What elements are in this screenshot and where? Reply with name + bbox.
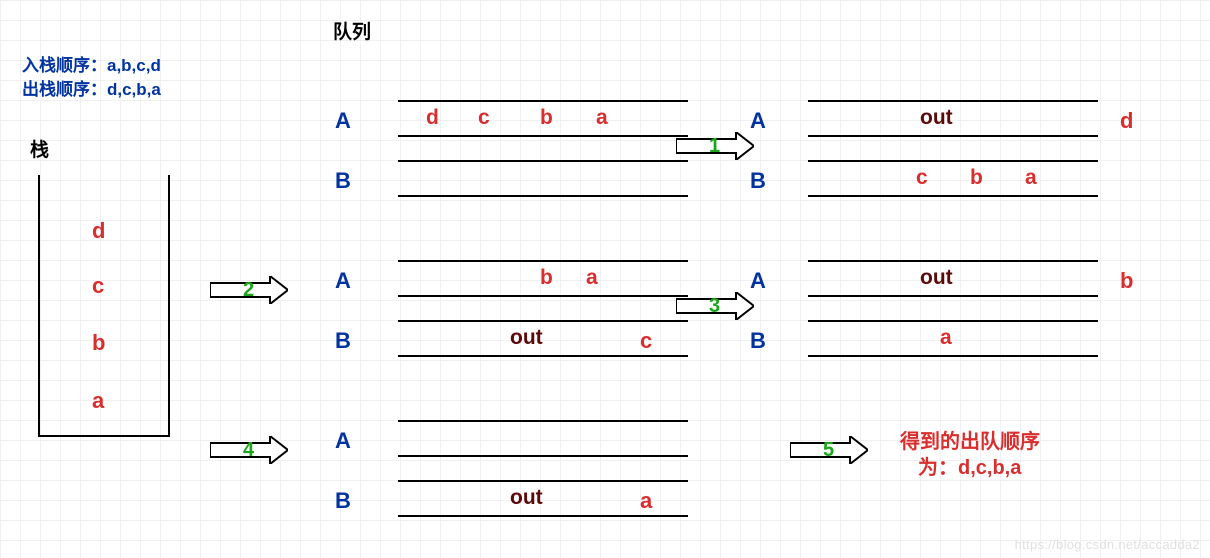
q1-B-top	[398, 160, 688, 162]
q3-A-bot	[398, 295, 688, 297]
q1-label-B: B	[335, 168, 351, 194]
q2-A-top	[808, 100, 1098, 102]
q3-label-A: A	[335, 268, 351, 294]
q3-A-cell-0: b	[540, 265, 553, 290]
title-queue: 队列	[333, 22, 371, 45]
stack-right	[168, 175, 170, 435]
q4-out: b	[1120, 268, 1133, 294]
stack-item-b: b	[92, 330, 105, 356]
stack-item-c: c	[92, 273, 104, 299]
q5-A-bot	[398, 455, 688, 457]
q3-B-cell-0: out	[510, 325, 543, 350]
q3-B-top	[398, 320, 688, 322]
q3-A-top	[398, 260, 688, 262]
watermark: https://blog.csdn.net/accadda2	[1015, 537, 1200, 552]
q1-A-cell-1: c	[478, 105, 490, 130]
q4-label-B: B	[750, 328, 766, 354]
stack-item-d: d	[92, 218, 105, 244]
q3-label-B: B	[335, 328, 351, 354]
q4-A-cell-0: out	[920, 265, 953, 290]
q4-B-top	[808, 320, 1098, 322]
q2-label-A: A	[750, 108, 766, 134]
q4-A-top	[808, 260, 1098, 262]
q3-B-bot	[398, 355, 688, 357]
q4-label-A: A	[750, 268, 766, 294]
push-order: 入栈顺序：a,b,c,d	[22, 56, 161, 76]
q5-label-B: B	[335, 488, 351, 514]
q1-A-cell-2: b	[540, 105, 553, 130]
stack-left	[38, 175, 40, 435]
q4-B-bot	[808, 355, 1098, 357]
step-num-5: 5	[823, 438, 834, 462]
pop-order: 出栈顺序：d,c,b,a	[22, 80, 161, 100]
stack-item-a: a	[92, 388, 104, 414]
step-num-1: 1	[709, 134, 720, 158]
q5-label-A: A	[335, 428, 351, 454]
q2-B-cell-2: a	[1025, 165, 1037, 190]
q2-B-cell-0: c	[916, 165, 928, 190]
q5-B-bot	[398, 515, 688, 517]
q2-B-bot	[808, 195, 1098, 197]
q5-B-top	[398, 480, 688, 482]
q5-B-cell-0: out	[510, 485, 543, 510]
q1-B-bot	[398, 195, 688, 197]
q5-out: a	[640, 488, 652, 514]
q3-A-cell-1: a	[586, 265, 598, 290]
q1-A-top	[398, 100, 688, 102]
result-line2: 为：d,c,b,a	[918, 456, 1021, 480]
q4-B-cell-0: a	[940, 325, 952, 350]
result-line1: 得到的出队顺序	[900, 430, 1040, 454]
q1-label-A: A	[335, 108, 351, 134]
q4-A-bot	[808, 295, 1098, 297]
step-num-4: 4	[243, 438, 254, 462]
q1-A-cell-0: d	[426, 105, 439, 130]
q2-B-cell-1: b	[970, 165, 983, 190]
q2-B-top	[808, 160, 1098, 162]
stack-bottom	[38, 435, 170, 437]
stack-label: 栈	[30, 140, 49, 163]
q2-A-bot	[808, 135, 1098, 137]
q1-A-bot	[398, 135, 688, 137]
q2-A-cell-0: out	[920, 105, 953, 130]
q3-out: c	[640, 328, 652, 354]
q5-A-top	[398, 420, 688, 422]
diagram-canvas: 队列入栈顺序：a,b,c,d 出栈顺序：d,c,b,a 栈 d c b a A Bd c b a A Bo…	[0, 0, 1210, 558]
q2-label-B: B	[750, 168, 766, 194]
step-num-3: 3	[709, 294, 720, 318]
step-num-2: 2	[243, 278, 254, 302]
q2-out: d	[1120, 108, 1133, 134]
q1-A-cell-3: a	[596, 105, 608, 130]
